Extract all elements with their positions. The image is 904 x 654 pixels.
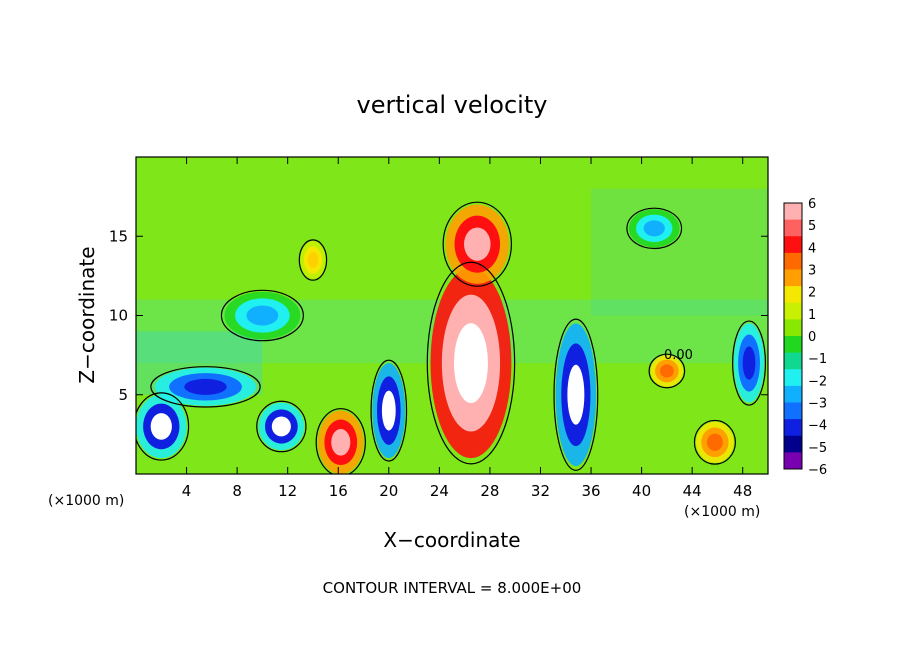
zero-contour-line (693, 419, 736, 465)
colorbar-swatch (784, 352, 802, 370)
downdraft-region (742, 346, 756, 380)
x-unit-left: (×1000 m) (48, 493, 124, 509)
y-tick-label: 15 (109, 227, 128, 245)
colorbar-tick-label: 5 (808, 219, 816, 234)
downdraft-region (150, 413, 172, 440)
x-tick-label: 28 (480, 482, 499, 500)
colorbar-swatch (784, 369, 802, 387)
colorbar: 6 5 4 3 2 1 0 −1 −2 −3 −4 −5 −6 (783, 197, 827, 478)
x-tick-label: 36 (581, 482, 600, 500)
updraft-region (453, 323, 488, 403)
zero-contour-line (553, 318, 599, 471)
zero-contour-line (256, 400, 307, 453)
updraft-region (464, 227, 491, 261)
zero-contours (136, 201, 767, 474)
colorbar-tick-label: 0 (808, 330, 816, 345)
colorbar-tick-label: 1 (808, 308, 816, 323)
colorbar-swatch (784, 419, 802, 437)
y-axis-label: Z−coordinate (75, 246, 99, 383)
colorbar-swatch (784, 452, 802, 470)
downdraft-region (567, 364, 585, 425)
y-tick-label: 10 (109, 307, 128, 325)
downdraft-region (184, 378, 227, 395)
updraft-region (307, 252, 319, 269)
zero-contour-line (732, 320, 767, 406)
x-tick-label: 44 (683, 482, 702, 500)
x-axis: 4 8 12 16 20 24 28 32 36 40 44 48 (182, 157, 752, 500)
colorbar-tick-label: −2 (808, 374, 827, 389)
colorbar-swatch (784, 203, 802, 221)
colorbar-swatch (784, 219, 802, 237)
zero-contour-line (626, 207, 683, 250)
downdraft-region (246, 305, 279, 326)
x-tick-label: 8 (232, 482, 242, 500)
zero-contour-line (136, 392, 190, 461)
colorbar-tick-label: 3 (808, 264, 816, 279)
colorbar-tick-label: 6 (808, 197, 816, 212)
colorbar-tick-label: −6 (808, 463, 827, 478)
downdraft-region (271, 416, 291, 437)
colorbar-tick-label: −4 (808, 419, 827, 434)
colorbar-swatch (784, 435, 802, 453)
colorbar-swatch (784, 302, 802, 320)
chart-title: vertical velocity (357, 91, 548, 119)
x-unit-right: (×1000 m) (684, 504, 760, 520)
colorbar-swatch (784, 385, 802, 403)
downdraft-region (643, 220, 665, 237)
x-tick-label: 20 (379, 482, 398, 500)
colorbar-swatch (784, 402, 802, 420)
colorbar-swatch (784, 269, 802, 287)
downdraft-region (381, 390, 396, 431)
contour-label: 0.00 (664, 348, 693, 363)
zero-contour-line (150, 366, 261, 408)
colorbar-frame (783, 202, 803, 470)
field-band (591, 188, 768, 316)
colorbar-tick-label: −1 (808, 352, 827, 367)
updraft-region (659, 364, 674, 378)
x-tick-label: 12 (278, 482, 297, 500)
x-tick-label: 40 (632, 482, 651, 500)
colorbar-swatch (784, 236, 802, 254)
contour-interval-note: CONTOUR INTERVAL = 8.000E+00 (323, 579, 582, 597)
colorbar-tick-label: 4 (808, 241, 816, 256)
zero-contour-line (315, 408, 366, 474)
zero-contour-line (442, 201, 513, 287)
updraft-region (706, 433, 723, 451)
y-axis: 5 10 15 (109, 227, 768, 404)
zero-contour-line (298, 239, 328, 281)
x-tick-label: 16 (329, 482, 348, 500)
zero-contour-line (426, 261, 516, 465)
colorbar-swatch (784, 286, 802, 304)
x-tick-label: 4 (182, 482, 192, 500)
colorbar-tick-label: −3 (808, 397, 827, 412)
x-tick-label: 32 (531, 482, 550, 500)
y-tick-label: 5 (118, 386, 128, 404)
x-tick-label: 48 (733, 482, 752, 500)
velocity-field (136, 157, 768, 474)
colorbar-tick-label: 2 (808, 286, 816, 301)
zero-contour-line (220, 289, 304, 342)
zero-contour-line (648, 353, 686, 389)
colorbar-tick-label: −5 (808, 441, 827, 456)
colorbar-swatch (784, 336, 802, 354)
colorbar-swatch (784, 319, 802, 337)
x-tick-label: 24 (430, 482, 449, 500)
zero-contour-line (370, 359, 408, 462)
updraft-region (331, 428, 351, 456)
colorbar-swatch (784, 252, 802, 270)
x-axis-label: X−coordinate (383, 528, 520, 552)
